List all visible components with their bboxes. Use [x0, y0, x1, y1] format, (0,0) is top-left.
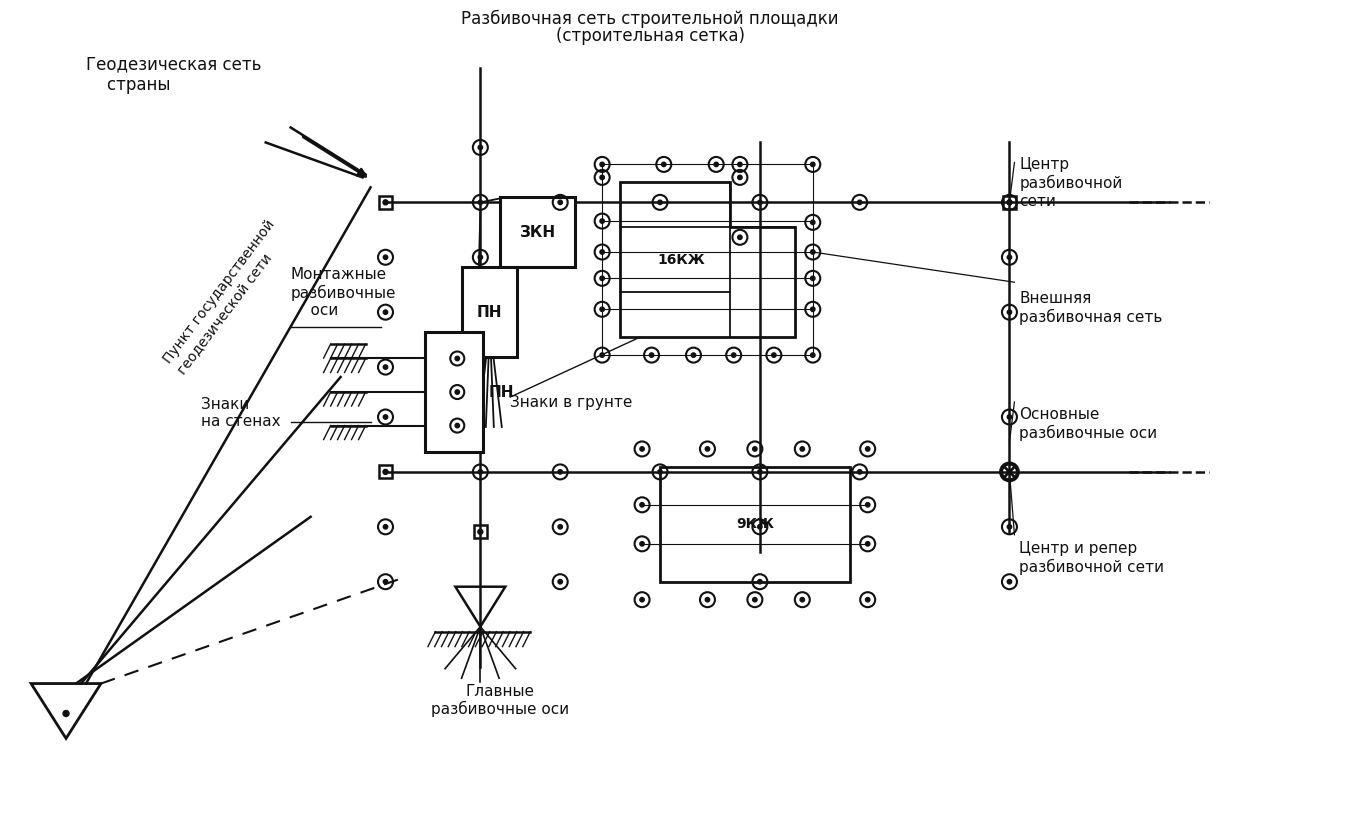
- Circle shape: [558, 524, 562, 529]
- Text: 16КЖ: 16КЖ: [658, 253, 705, 267]
- Circle shape: [383, 470, 389, 475]
- Circle shape: [758, 200, 762, 204]
- Circle shape: [383, 524, 387, 529]
- Text: Монтажные
разбивочные
    оси: Монтажные разбивочные оси: [290, 267, 397, 318]
- Circle shape: [601, 162, 605, 166]
- Circle shape: [456, 356, 460, 361]
- Circle shape: [601, 276, 605, 280]
- Circle shape: [758, 580, 762, 584]
- Circle shape: [706, 597, 710, 602]
- Circle shape: [1007, 415, 1012, 419]
- Circle shape: [811, 250, 815, 254]
- Text: Геодезическая сеть
    страны: Геодезическая сеть страны: [86, 55, 261, 94]
- Circle shape: [758, 524, 762, 529]
- Circle shape: [714, 162, 718, 166]
- Circle shape: [601, 219, 605, 223]
- Circle shape: [732, 353, 736, 357]
- Circle shape: [752, 597, 757, 602]
- Text: Центр
разбивочной
сети: Центр разбивочной сети: [1019, 157, 1123, 208]
- Bar: [1003, 196, 1016, 209]
- Circle shape: [662, 162, 666, 166]
- Bar: [379, 466, 393, 478]
- Text: Внешняя
разбивочная сеть: Внешняя разбивочная сеть: [1019, 291, 1163, 325]
- Circle shape: [456, 423, 460, 428]
- Circle shape: [866, 447, 870, 452]
- Text: Пункт государственной
геодезической сети: Пункт государственной геодезической сети: [161, 218, 291, 377]
- Text: ПН: ПН: [488, 385, 514, 399]
- Circle shape: [479, 146, 483, 150]
- Circle shape: [1007, 470, 1012, 474]
- Circle shape: [383, 365, 387, 370]
- Circle shape: [383, 255, 387, 260]
- Circle shape: [1007, 200, 1012, 204]
- Bar: [659, 467, 850, 581]
- Circle shape: [691, 353, 696, 357]
- Circle shape: [456, 390, 460, 394]
- Bar: [462, 267, 517, 357]
- Circle shape: [601, 307, 605, 312]
- Circle shape: [640, 503, 644, 507]
- Circle shape: [383, 580, 387, 584]
- Circle shape: [1007, 580, 1012, 584]
- Circle shape: [63, 710, 68, 716]
- Circle shape: [601, 175, 605, 179]
- Circle shape: [706, 447, 710, 452]
- Circle shape: [858, 470, 862, 474]
- Circle shape: [811, 162, 815, 166]
- Circle shape: [1007, 524, 1012, 529]
- Circle shape: [737, 175, 741, 179]
- Text: Знаки
на стенах: Знаки на стенах: [201, 397, 280, 429]
- Circle shape: [1007, 200, 1012, 205]
- Circle shape: [1007, 255, 1012, 260]
- Circle shape: [479, 255, 483, 260]
- Circle shape: [640, 447, 644, 452]
- Circle shape: [601, 250, 605, 254]
- Circle shape: [658, 200, 662, 204]
- Circle shape: [800, 597, 804, 602]
- Circle shape: [772, 353, 776, 357]
- Circle shape: [601, 353, 605, 357]
- Circle shape: [479, 200, 483, 204]
- Text: Основные
разбивочные оси: Основные разбивочные оси: [1019, 407, 1157, 441]
- Circle shape: [558, 200, 562, 204]
- Circle shape: [640, 542, 644, 546]
- Text: (строительная сетка): (строительная сетка): [555, 26, 744, 45]
- Circle shape: [558, 470, 562, 474]
- Bar: [425, 332, 483, 452]
- Bar: [379, 196, 393, 209]
- Circle shape: [383, 200, 389, 205]
- Text: ЗКН: ЗКН: [520, 225, 555, 240]
- Circle shape: [658, 470, 662, 474]
- Text: Главные
разбивочные оси: Главные разбивочные оси: [431, 684, 569, 717]
- Circle shape: [866, 597, 870, 602]
- Text: 9КЖ: 9КЖ: [736, 518, 774, 531]
- Circle shape: [866, 542, 870, 546]
- Text: Разбивочная сеть строительной площадки: Разбивочная сеть строительной площадки: [461, 10, 839, 28]
- Bar: [501, 198, 575, 267]
- Circle shape: [650, 353, 654, 357]
- Circle shape: [800, 447, 804, 452]
- Circle shape: [811, 307, 815, 312]
- Circle shape: [737, 162, 741, 166]
- Circle shape: [640, 597, 644, 602]
- Circle shape: [811, 220, 815, 224]
- Circle shape: [866, 503, 870, 507]
- Circle shape: [758, 470, 762, 474]
- Circle shape: [858, 200, 862, 204]
- Circle shape: [477, 529, 483, 534]
- Bar: [473, 525, 487, 538]
- Circle shape: [479, 470, 483, 474]
- Circle shape: [383, 415, 387, 419]
- Circle shape: [811, 353, 815, 357]
- Text: Центр и репер
разбивочной сети: Центр и репер разбивочной сети: [1019, 541, 1164, 575]
- Circle shape: [383, 310, 387, 314]
- Text: Знаки в грунте: Знаки в грунте: [510, 395, 632, 410]
- Circle shape: [811, 276, 815, 280]
- Circle shape: [558, 580, 562, 584]
- Circle shape: [752, 447, 757, 452]
- Text: ПН: ПН: [477, 304, 502, 320]
- Circle shape: [737, 235, 741, 240]
- Circle shape: [1007, 310, 1012, 314]
